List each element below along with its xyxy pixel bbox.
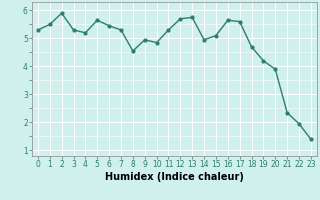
X-axis label: Humidex (Indice chaleur): Humidex (Indice chaleur) — [105, 172, 244, 182]
